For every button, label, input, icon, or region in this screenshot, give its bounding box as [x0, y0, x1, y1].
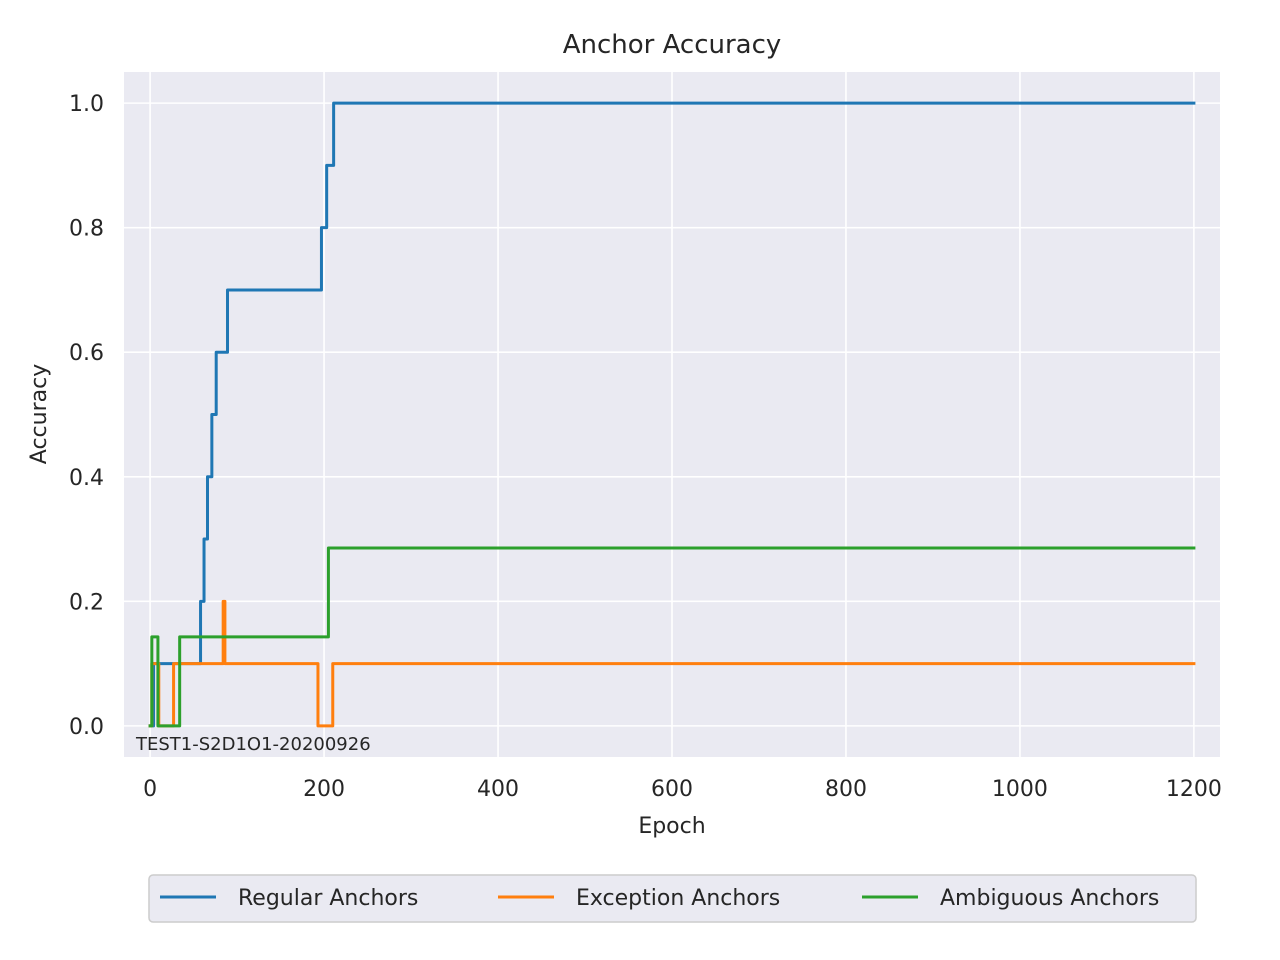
grid — [124, 72, 1220, 757]
legend-label: Ambiguous Anchors — [940, 886, 1159, 911]
x-tick-label: 600 — [651, 777, 693, 802]
y-tick-label: 0.8 — [69, 217, 104, 242]
x-tick-label: 800 — [825, 777, 867, 802]
x-tick-label: 0 — [143, 777, 157, 802]
x-tick-label: 200 — [303, 777, 345, 802]
x-tick-label: 1000 — [992, 777, 1048, 802]
legend-label: Regular Anchors — [238, 886, 418, 911]
legend: Regular Anchors Exception Anchors Ambiguou… — [148, 874, 1197, 923]
y-axis-label: Accuracy — [27, 364, 52, 464]
x-tick-label: 400 — [477, 777, 519, 802]
legend-box — [148, 874, 1197, 923]
x-axis: 0 200 400 600 800 1000 1200 — [143, 777, 1222, 802]
y-tick-label: 0.0 — [69, 715, 104, 740]
series-line-ambiguous-anchors — [148, 546, 1196, 728]
run-annotation: TEST1-S2D1O1-20200926 — [135, 734, 371, 755]
y-tick-label: 0.6 — [69, 341, 104, 366]
legend-label: Exception Anchors — [576, 886, 780, 911]
x-tick-label: 1200 — [1166, 777, 1222, 802]
chart-title: Anchor Accuracy — [563, 30, 782, 60]
series-layer — [148, 101, 1196, 728]
y-tick-label: 0.2 — [69, 590, 104, 615]
y-axis: 0.0 0.2 0.4 0.6 0.8 1.0 — [69, 92, 104, 740]
x-axis-label: Epoch — [638, 814, 705, 839]
y-tick-label: 0.4 — [69, 466, 104, 491]
y-tick-label: 1.0 — [69, 92, 104, 117]
